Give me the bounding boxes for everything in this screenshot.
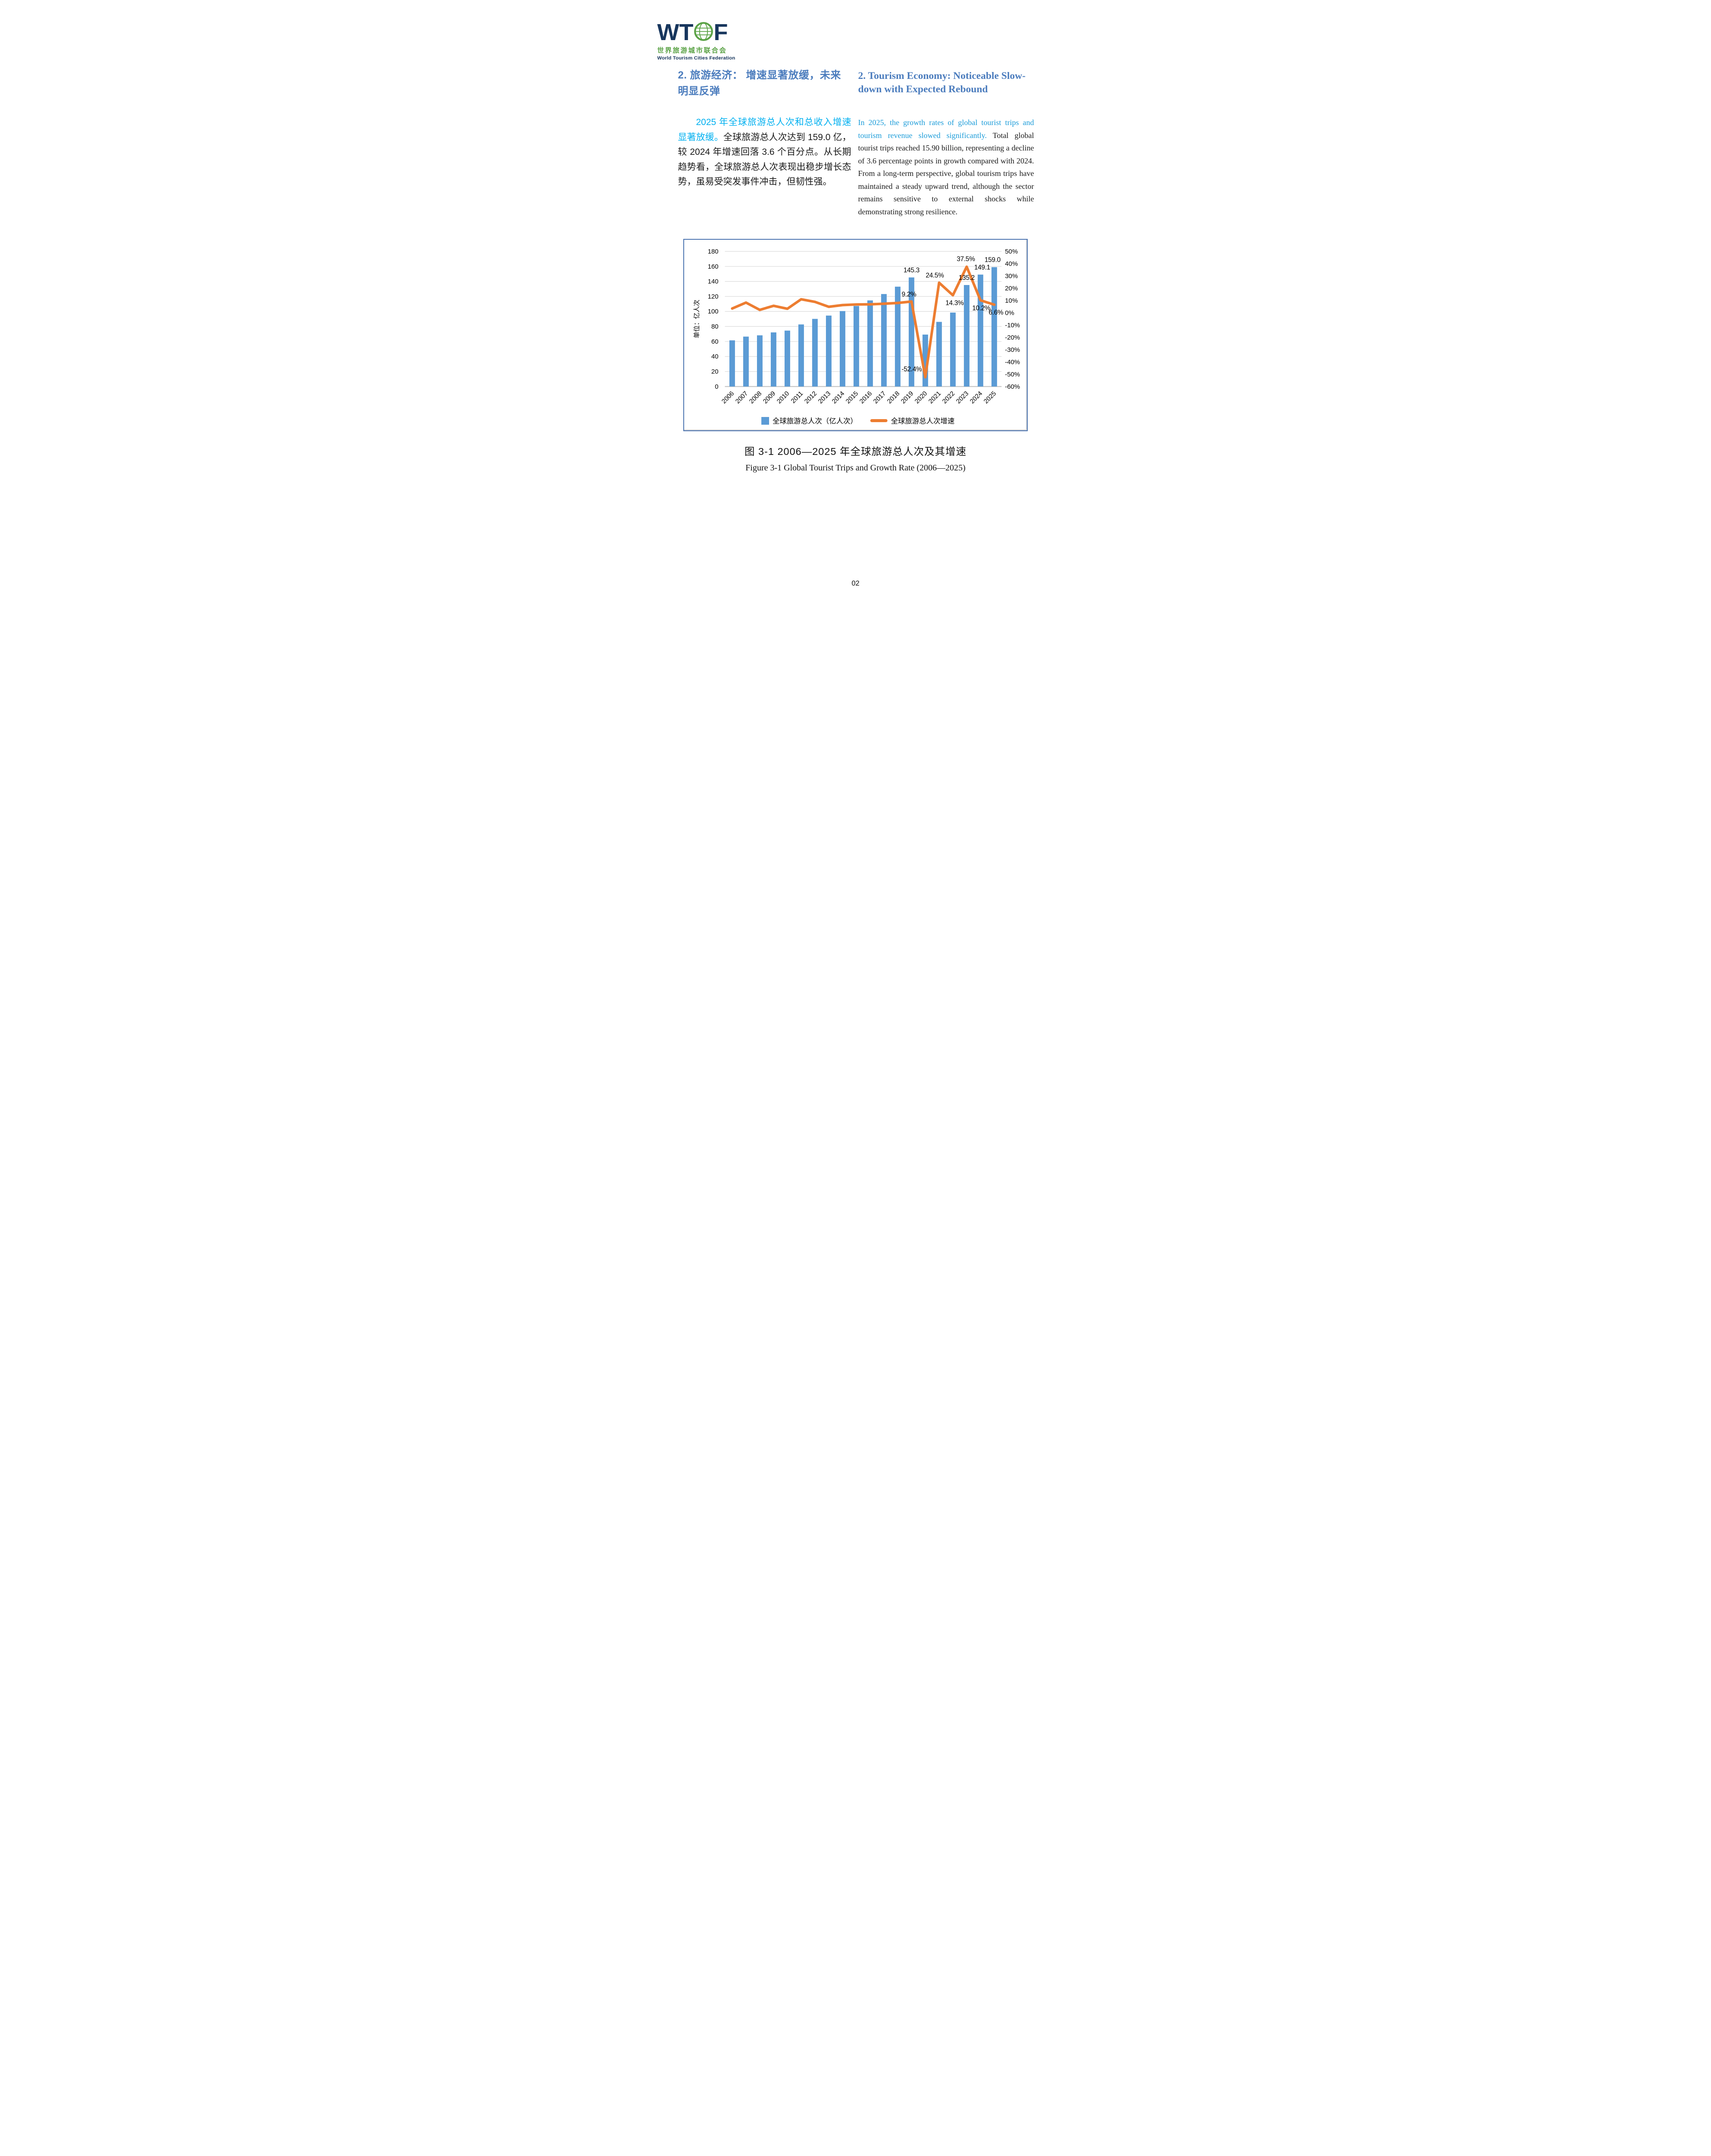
svg-text:2014: 2014 xyxy=(830,390,845,405)
document-page: WT F 世界旅游城市联合会 World Tourism Cities Fede… xyxy=(641,0,1070,605)
svg-text:30%: 30% xyxy=(1005,273,1018,280)
svg-text:6.6%: 6.6% xyxy=(988,309,1004,317)
english-body-text: Total global tourist trips reached 15.90… xyxy=(858,131,1034,216)
page-number: 02 xyxy=(851,580,860,587)
svg-text:160: 160 xyxy=(707,263,718,270)
svg-text:2008: 2008 xyxy=(748,390,763,405)
svg-text:2019: 2019 xyxy=(899,390,914,405)
svg-text:40%: 40% xyxy=(1005,260,1018,267)
svg-text:120: 120 xyxy=(707,293,718,300)
svg-text:2016: 2016 xyxy=(858,390,873,405)
svg-text:135.2: 135.2 xyxy=(958,274,974,282)
svg-text:-30%: -30% xyxy=(1005,346,1020,354)
svg-text:-20%: -20% xyxy=(1005,334,1020,341)
text-columns: 2. 旅游经济： 增速显著放缓，未来明显反弹 2025 年全球旅游总人次和总收入… xyxy=(678,67,1034,218)
logo-english-name: World Tourism Cities Federation xyxy=(657,56,735,61)
svg-text:2009: 2009 xyxy=(761,390,776,405)
chinese-highlight: 2025 年全球旅游总人次和总收入增速显著放缓。 xyxy=(678,117,851,142)
english-heading: 2. Tourism Economy: Noticeable Slow-down… xyxy=(858,70,1026,95)
svg-text:10%: 10% xyxy=(1005,297,1018,304)
svg-text:全球旅游总人次（亿人次）: 全球旅游总人次（亿人次） xyxy=(772,417,857,425)
globe-icon xyxy=(694,22,713,41)
svg-text:0%: 0% xyxy=(1005,309,1014,317)
svg-text:2007: 2007 xyxy=(734,390,749,405)
tourist-trips-chart: 0 20 40 60 80 100 120 140 160 180 50% 40% 30% 20% 10% 0… xyxy=(693,248,1020,425)
svg-text:2010: 2010 xyxy=(775,390,790,405)
figure-caption-en: Figure 3-1 Global Tourist Trips and Grow… xyxy=(745,463,966,473)
svg-text:60: 60 xyxy=(711,338,719,345)
chinese-heading: 2. 旅游经济： 增速显著放缓，未来明显反弹 xyxy=(678,69,841,97)
english-column: 2. Tourism Economy: Noticeable Slow-down… xyxy=(858,67,1034,218)
svg-text:2023: 2023 xyxy=(954,390,970,405)
svg-text:2020: 2020 xyxy=(913,390,928,405)
svg-text:9.2%: 9.2% xyxy=(901,291,916,298)
svg-text:80: 80 xyxy=(711,323,719,330)
svg-text:2018: 2018 xyxy=(885,390,901,405)
svg-text:24.5%: 24.5% xyxy=(926,272,944,279)
svg-text:20: 20 xyxy=(711,368,719,376)
svg-text:2012: 2012 xyxy=(803,390,818,405)
figure-box: 0 20 40 60 80 100 120 140 160 180 50% 40% 30% 20% 10% 0… xyxy=(683,239,1028,431)
svg-text:140: 140 xyxy=(707,278,718,285)
svg-text:40: 40 xyxy=(711,353,719,360)
svg-text:-60%: -60% xyxy=(1005,383,1020,390)
figure-caption-zh: 图 3-1 2006—2025 年全球旅游总人次及其增速 xyxy=(744,446,967,457)
svg-text:2024: 2024 xyxy=(968,390,983,405)
svg-text:单位：亿人次: 单位：亿人次 xyxy=(693,300,700,338)
svg-text:-50%: -50% xyxy=(1005,371,1020,378)
chinese-paragraph: 2025 年全球旅游总人次和总收入增速显著放缓。全球旅游总人次达到 159.0 … xyxy=(678,115,851,190)
chinese-body-text: 全球旅游总人次达到 159.0 亿，较 2024 年增速回落 3.6 个百分点。… xyxy=(678,132,851,187)
svg-text:0: 0 xyxy=(715,383,718,390)
logo-wordmark: WT F xyxy=(657,21,744,44)
svg-text:-10%: -10% xyxy=(1005,322,1020,329)
svg-text:20%: 20% xyxy=(1005,285,1018,292)
svg-text:2015: 2015 xyxy=(844,390,859,405)
svg-text:149.1: 149.1 xyxy=(974,264,990,271)
english-highlight: In 2025, the growth rates of global tour… xyxy=(858,118,1034,140)
svg-text:2013: 2013 xyxy=(816,390,832,405)
svg-text:159.0: 159.0 xyxy=(984,257,1000,264)
svg-text:145.3: 145.3 xyxy=(903,266,919,274)
svg-text:2025: 2025 xyxy=(982,390,997,405)
svg-text:2006: 2006 xyxy=(720,390,735,405)
svg-text:-52.4%: -52.4% xyxy=(901,366,922,373)
svg-text:2022: 2022 xyxy=(941,390,956,405)
logo-letter-f: F xyxy=(713,19,728,45)
wtcf-logo: WT F 世界旅游城市联合会 World Tourism Cities Fede… xyxy=(657,21,744,61)
logo-chinese-name: 世界旅游城市联合会 xyxy=(657,47,727,54)
svg-text:180: 180 xyxy=(707,248,718,255)
english-paragraph: In 2025, the growth rates of global tour… xyxy=(858,116,1034,218)
svg-text:全球旅游总人次增速: 全球旅游总人次增速 xyxy=(891,417,954,425)
svg-text:100: 100 xyxy=(707,308,718,315)
svg-text:2021: 2021 xyxy=(927,390,942,405)
svg-text:2011: 2011 xyxy=(789,390,804,405)
logo-letters-wt: WT xyxy=(657,19,694,45)
svg-text:-40%: -40% xyxy=(1005,358,1020,366)
svg-text:14.3%: 14.3% xyxy=(945,300,964,307)
svg-text:37.5%: 37.5% xyxy=(957,256,975,263)
svg-text:2017: 2017 xyxy=(872,390,887,405)
svg-text:50%: 50% xyxy=(1005,248,1018,255)
svg-text:10.2%: 10.2% xyxy=(972,304,991,312)
chinese-column: 2. 旅游经济： 增速显著放缓，未来明显反弹 2025 年全球旅游总人次和总收入… xyxy=(678,67,851,218)
